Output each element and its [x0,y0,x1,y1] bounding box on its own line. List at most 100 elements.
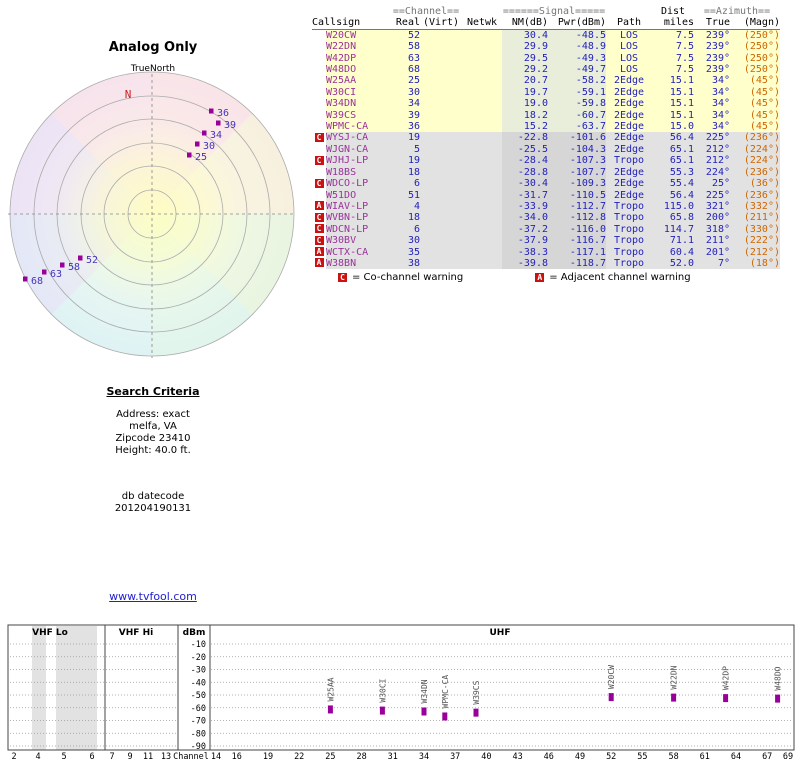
azimuth-magnetic-cell: (332°) [730,200,780,213]
path-cell: LOS [606,52,652,65]
callsign-cell: W20CW [326,29,390,42]
warning-cell [312,121,326,133]
tvfool-link[interactable]: www.tvfool.com [109,590,197,603]
distance-cell: 7.5 [652,41,694,53]
azimuth-true-cell: 318° [694,223,730,236]
radar-channel-label: 30 [203,141,215,152]
noise-margin-cell: -31.7 [502,189,548,201]
warning-cell [312,86,326,99]
warning-cell: A [312,246,326,258]
channel-tick-label: 5 [61,752,66,762]
warning-cell: C [312,223,326,236]
noise-margin-cell: -37.9 [502,235,548,247]
co-channel-warning-icon: C [314,155,324,165]
station-marker [195,141,200,147]
azimuth-true-cell: 201° [694,246,730,258]
search-address: melfa, VA [129,421,177,432]
band-label-vhf-hi: VHF Hi [119,628,153,638]
col-path: Path [606,17,652,30]
distance-cell: 65.1 [652,155,694,167]
channel-tick-label: 22 [294,752,304,762]
table-row: W42DP 63 29.5 -49.3 LOS 7.5 239° (250°) [312,52,780,65]
power-cell: -58.2 [548,75,606,87]
network-cell [462,178,502,190]
azimuth-true-cell: 211° [694,235,730,247]
azimuth-magnetic-cell: (236°) [730,132,780,144]
dbm-tick-label: -50 [191,691,206,701]
azimuth-true-cell: 25° [694,178,730,190]
virtual-channel-cell [420,166,462,179]
channel-tick-label: 11 [143,752,153,762]
real-channel-cell: 51 [390,189,420,201]
search-zipcode: Zipcode 23410 [115,433,191,444]
channel-tick-label: 14 [211,752,221,762]
channel-tick-label: 52 [606,752,616,762]
network-cell [462,29,502,42]
azimuth-magnetic-cell: (250°) [730,64,780,76]
power-cell: -49.3 [548,52,606,65]
azimuth-magnetic-cell: (36°) [730,178,780,190]
virtual-channel-cell [420,29,462,42]
azimuth-true-cell: 239° [694,64,730,76]
signal-bar [327,705,333,714]
warning-cell: C [312,178,326,190]
callsign-cell: W30BV [326,235,390,247]
azimuth-magnetic-cell: (222°) [730,235,780,247]
dbm-tick-label: -10 [191,640,206,650]
table-group-header-row: ==Channel== ======Signal===== Dist ==Azi… [312,6,780,17]
azimuth-magnetic-cell: (45°) [730,86,780,99]
channel-tick-label: 58 [668,752,678,762]
callsign-cell: WPMC-CA [326,121,390,133]
table-row: W34DN 34 19.0 -59.8 2Edge 15.1 34° (45°) [312,98,780,110]
power-cell: -49.7 [548,64,606,76]
search-criteria: Search Criteria Address: exact melfa, VA… [55,386,251,515]
callsign-cell: W30CI [326,86,390,99]
channel-tick-label: 13 [161,752,171,762]
channel-tick-label: 64 [731,752,741,762]
distance-cell: 15.1 [652,98,694,110]
callsign-cell: WVBN-LP [326,212,390,224]
warning-cell: C [312,132,326,144]
azimuth-magnetic-cell: (18°) [730,257,780,270]
noise-margin-cell: 29.2 [502,64,548,76]
noise-margin-cell: -28.4 [502,155,548,167]
azimuth-magnetic-cell: (224°) [730,155,780,167]
azimuth-true-cell: 321° [694,200,730,213]
azimuth-true-cell: 212° [694,155,730,167]
signal-bar [608,693,614,702]
virtual-channel-cell [420,109,462,122]
azimuth-magnetic-cell: (45°) [730,75,780,87]
distance-cell: 52.0 [652,257,694,270]
signal-bar [442,712,448,721]
network-cell [462,257,502,270]
path-cell: 2Edge [606,189,652,201]
distance-cell: 15.0 [652,121,694,133]
radar-channel-label: 58 [68,262,80,273]
distance-cell: 60.4 [652,246,694,258]
real-channel-cell: 39 [390,109,420,122]
dbm-tick-label: -90 [191,742,206,752]
signal-bar-callsign: W34DN [420,679,429,703]
warning-cell [312,189,326,201]
co-channel-warning-icon: C [314,212,324,222]
station-marker [42,269,47,275]
signal-bar-callsign: W30CI [378,678,387,702]
power-cell: -48.9 [548,41,606,53]
channel-tick-label: 43 [512,752,522,762]
warning-cell [312,166,326,179]
signal-bar-callsign: W48DO [774,666,783,690]
virtual-channel-cell [420,52,462,65]
band-separators [104,625,211,750]
dbm-tick-label: -20 [191,653,206,663]
power-cell: -59.8 [548,98,606,110]
path-cell: 2Edge [606,143,652,156]
station-marker [216,120,221,126]
real-channel-cell: 52 [390,29,420,42]
station-marker [60,262,65,268]
channel-tick-label: 49 [575,752,585,762]
table-row: W18BS 18 -28.8 -107.7 2Edge 55.3 224° (2… [312,166,780,179]
path-cell: Tropo [606,155,652,167]
azimuth-true-cell: 212° [694,143,730,156]
virtual-channel-cell [420,41,462,53]
